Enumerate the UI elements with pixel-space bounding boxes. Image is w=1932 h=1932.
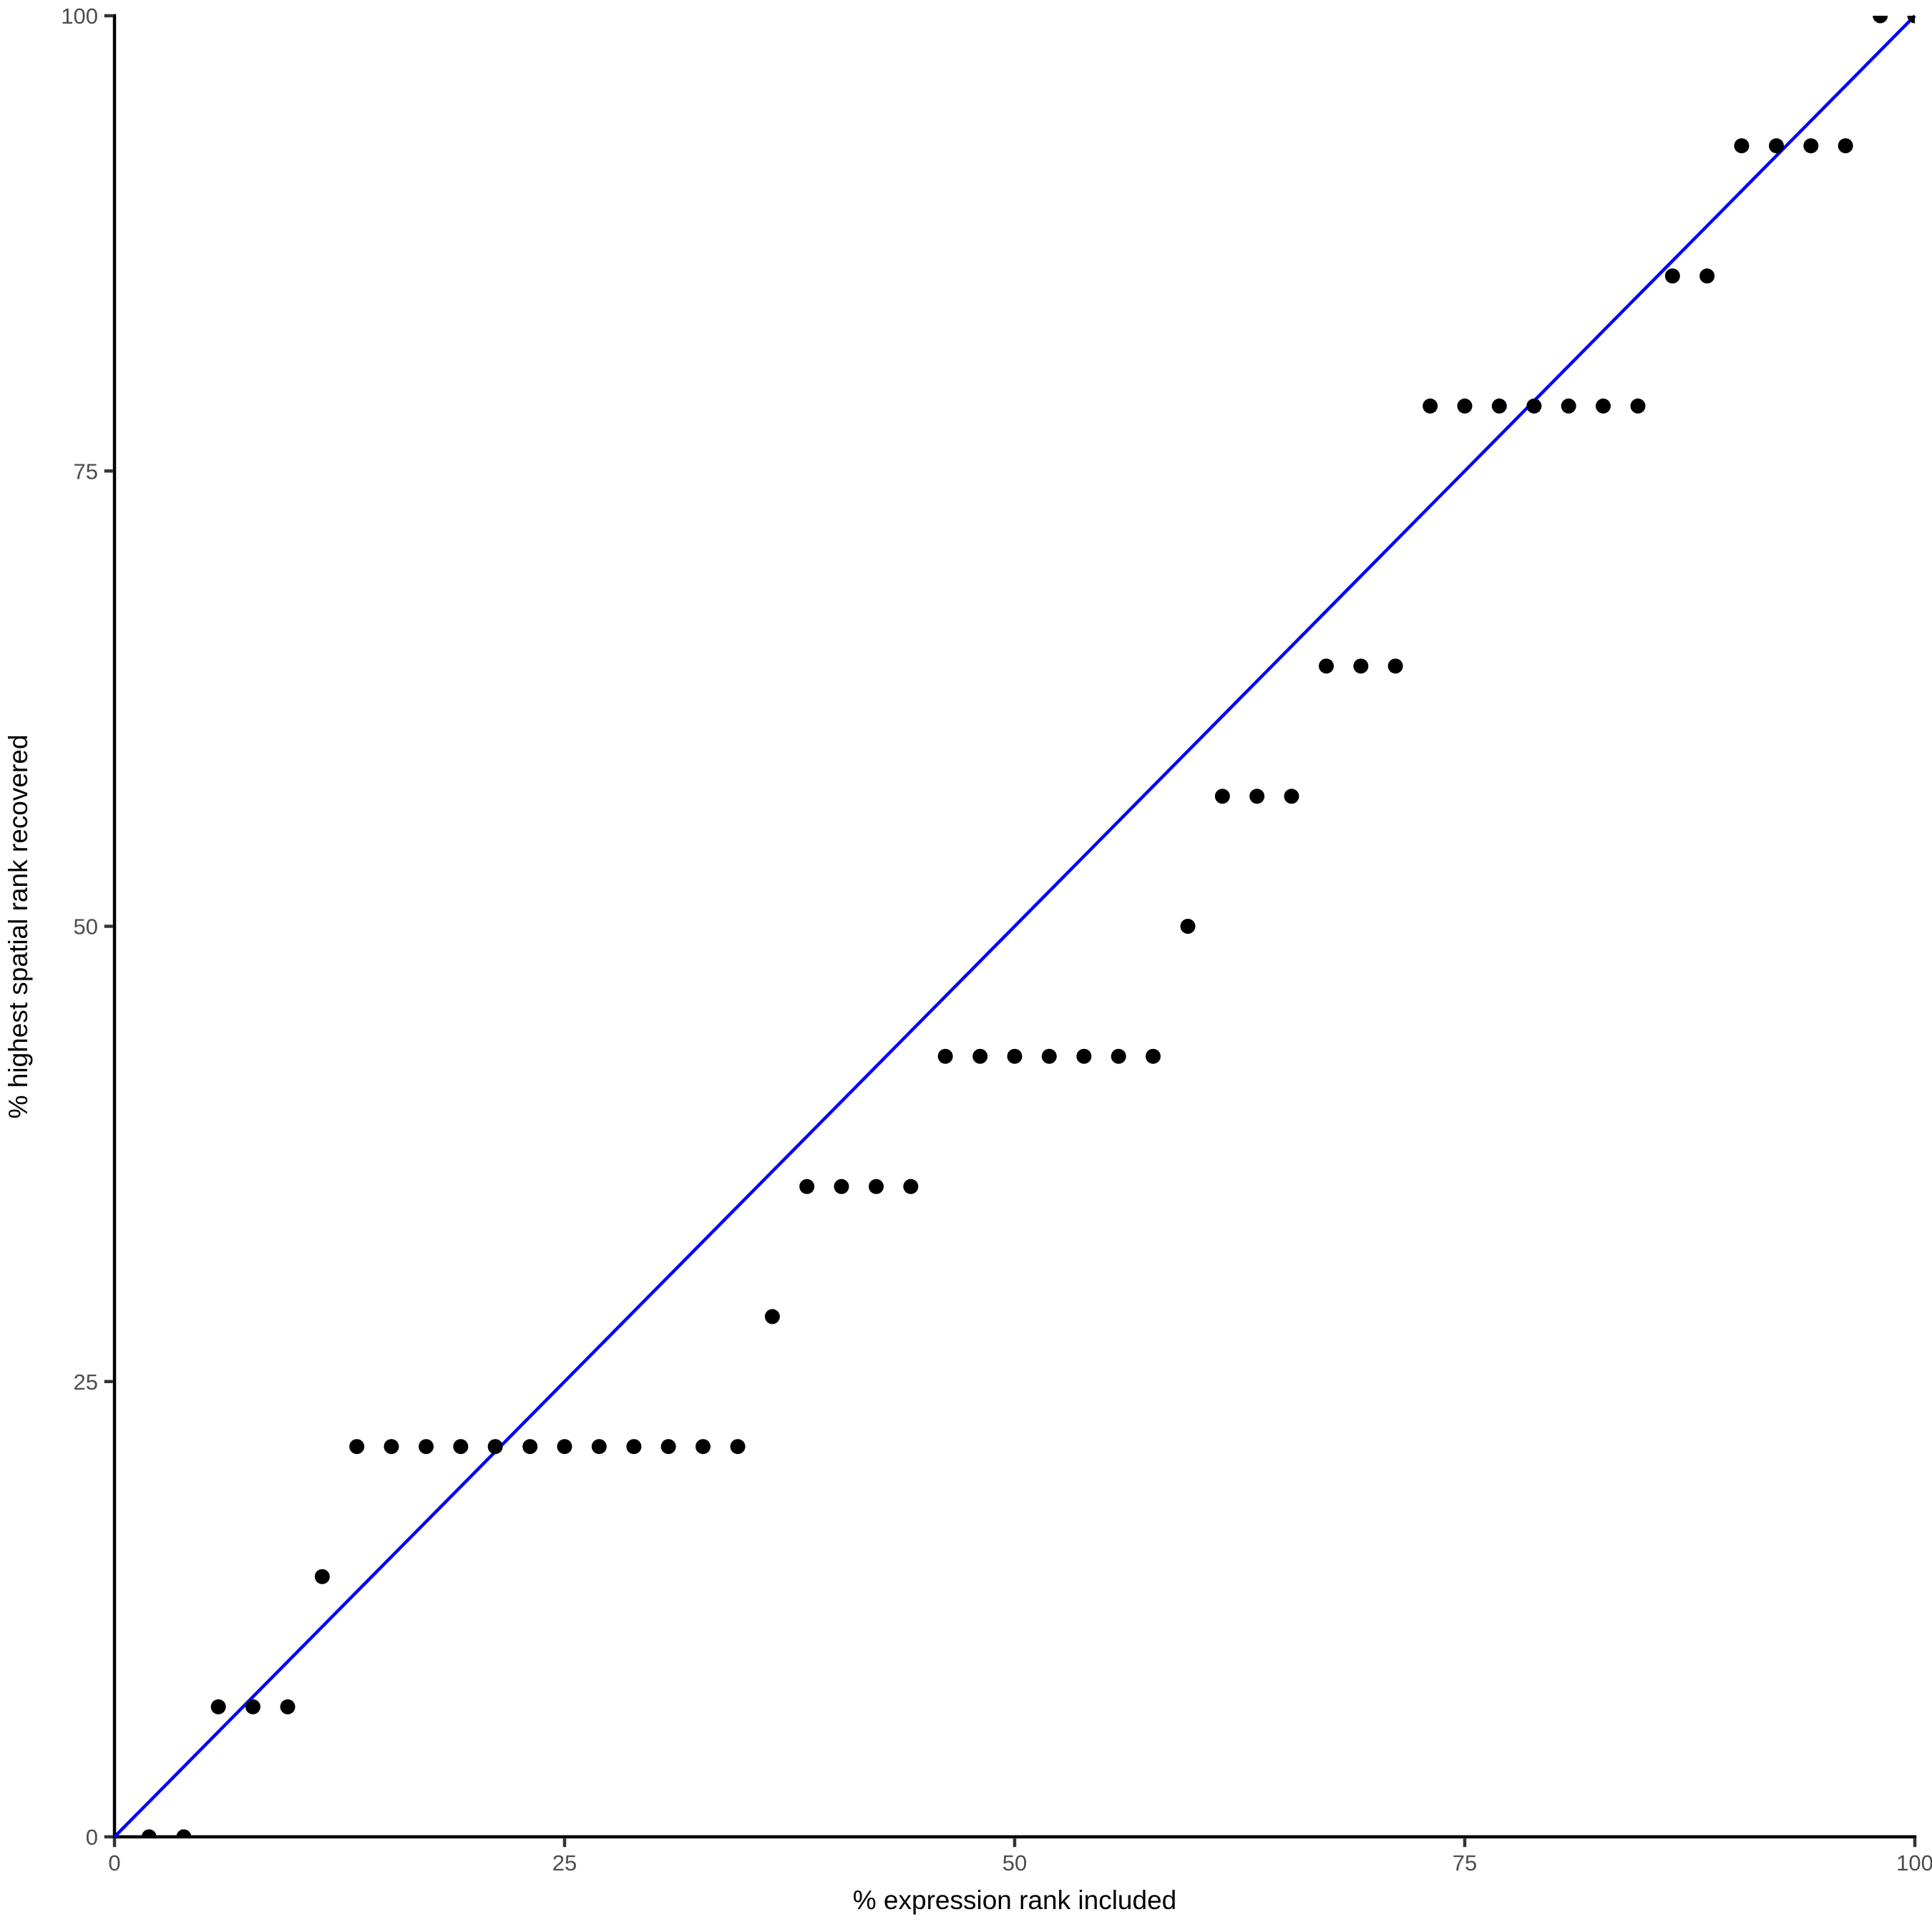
data-point [487,1439,503,1455]
data-point [1873,16,1888,24]
data-point [522,1439,538,1455]
y-axis-title: % highest spatial rank recovered [4,735,33,1119]
data-point [1734,138,1750,154]
y-tick-label-50: 50 [74,914,98,940]
data-point [1180,919,1196,934]
x-tick-label-50: 50 [1002,1850,1027,1875]
data-point [764,1309,780,1324]
x-tick-label-100: 100 [1896,1850,1932,1875]
data-point [1664,268,1680,284]
data-point [972,1048,988,1064]
reference-line-layer [113,14,1916,1838]
data-point [314,1568,330,1584]
data-point [1284,789,1299,804]
data-point [245,1699,260,1714]
data-point [903,1179,919,1194]
data-point [1145,1048,1161,1064]
data-point [1319,658,1335,674]
data-point [453,1439,469,1455]
data-point [210,1699,226,1714]
data-point [869,1179,884,1194]
data-point [937,1048,953,1064]
data-point [1491,398,1507,414]
data-point [591,1439,607,1455]
data-point [1561,398,1576,414]
x-axis-title: % expression rank included [853,1885,1176,1915]
data-point [1214,789,1230,804]
data-point [1838,138,1853,154]
data-point [1907,16,1915,24]
x-tick-label-0: 0 [108,1850,120,1875]
data-point [419,1439,434,1455]
y-tick-label-100: 100 [61,4,98,29]
data-point [1769,138,1785,154]
data-point [1699,268,1715,284]
data-point [176,1829,192,1837]
data-point [834,1179,849,1194]
data-point [626,1439,642,1455]
data-point [1423,398,1438,414]
data-point [1353,658,1369,674]
data-point [1387,658,1403,674]
data-point [384,1439,399,1455]
axes: 0 25 50 75 100 0 25 50 75 100 [61,4,1932,1875]
x-tick-label-75: 75 [1453,1850,1477,1875]
data-point [1803,138,1819,154]
data-point [799,1179,815,1194]
data-point [280,1699,296,1714]
y-tick-label-25: 25 [74,1370,98,1395]
data-point [660,1439,676,1455]
data-point [730,1439,746,1455]
y-tick-label-0: 0 [86,1825,98,1850]
data-point [349,1439,365,1455]
data-point [695,1439,711,1455]
data-point [1041,1048,1057,1064]
data-point [1526,398,1542,414]
identity-line [113,14,1916,1838]
data-point [1595,398,1611,414]
data-points-layer [141,16,1915,1837]
data-point [141,1829,157,1837]
y-tick-label-75: 75 [74,459,98,484]
data-point [1249,789,1265,804]
data-point [1076,1048,1092,1064]
data-point [1457,398,1473,414]
data-point [1630,398,1646,414]
data-point [557,1439,572,1455]
data-point [1111,1048,1126,1064]
data-point [1007,1048,1023,1064]
x-tick-label-25: 25 [552,1850,577,1875]
